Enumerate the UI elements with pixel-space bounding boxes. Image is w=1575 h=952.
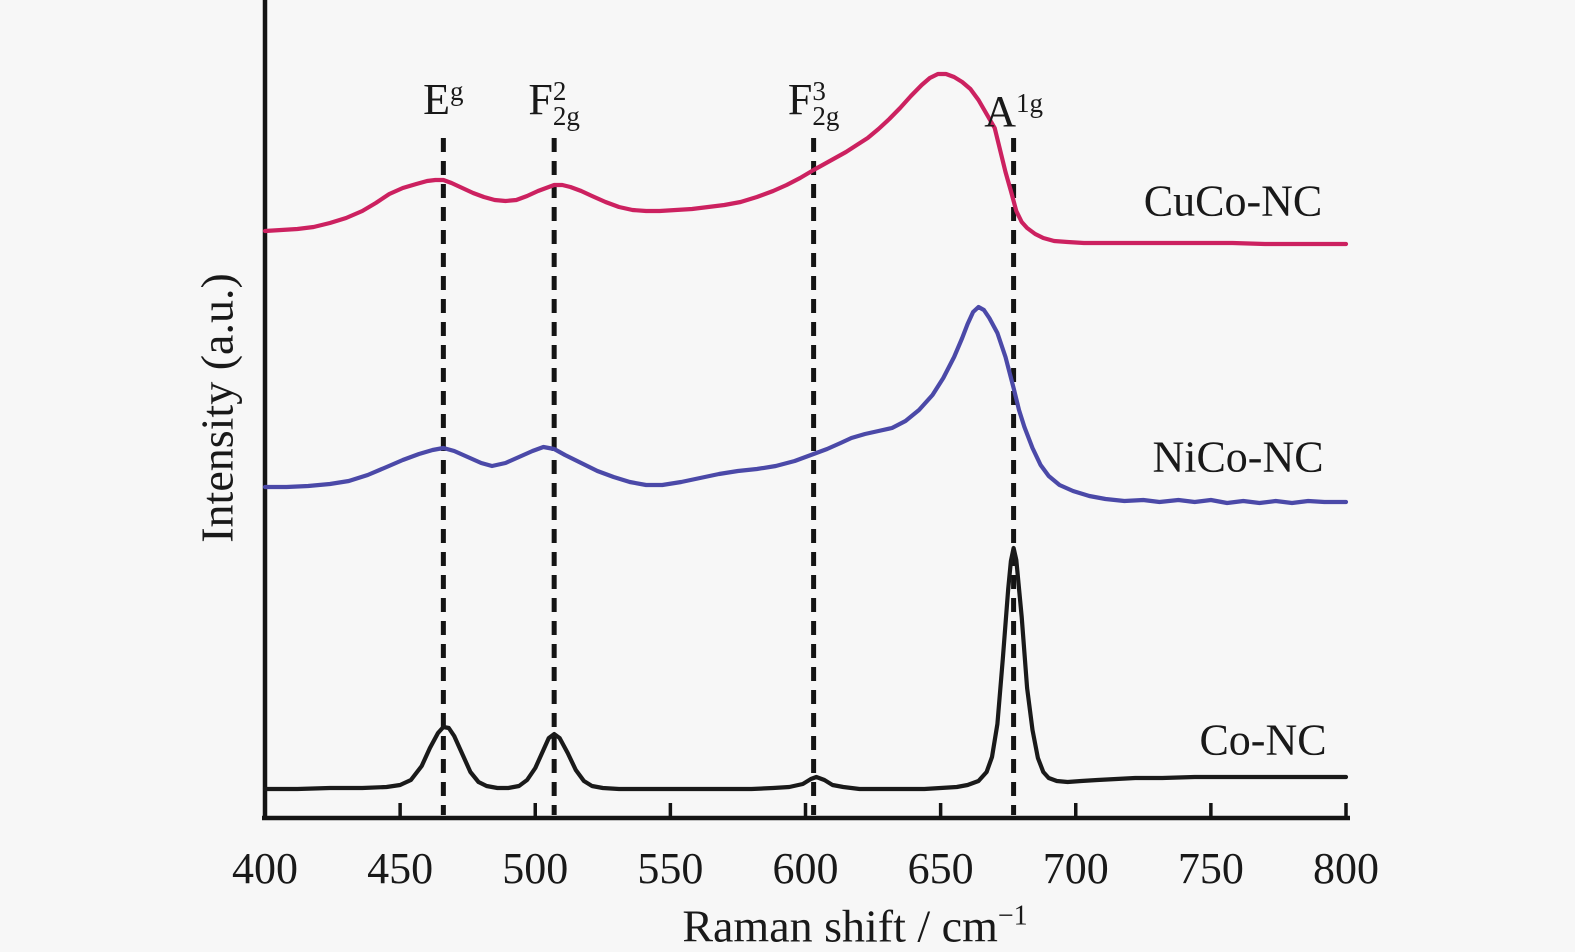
series-label-cuco-nc: CuCo-NC [1143,176,1323,226]
mode-label-sub: g [450,76,464,106]
mode-label-sup: 3 [812,76,826,106]
x-axis-title-exponent: −1 [997,900,1028,932]
x-tick-label: 750 [1177,844,1244,893]
y-axis-title: Intensity (a.u.) [191,273,243,543]
x-tick-label: 550 [637,844,704,893]
x-tick-label: 650 [907,844,974,893]
mode-label-base: A [984,87,1016,136]
mode-label-a1g: A 1g [984,86,1043,137]
x-tick-label: 500 [502,844,569,893]
mode-label-base: E [423,75,451,124]
mode-label-f2g-3: F 3 2g [787,74,840,131]
x-tick-label: 800 [1313,844,1379,893]
x-axis-title-text: Raman shift / cm [682,900,998,952]
mode-label-base: F [787,75,813,124]
mode-label-sub: 2g [552,101,580,131]
mode-label-sup: 2 [552,76,567,106]
mode-label-sub: 1g [1015,88,1043,118]
x-axis-title: Raman shift / cm−1 [682,900,1027,952]
x-tick-label: 700 [1042,844,1109,893]
x-tick-label: 600 [772,844,839,893]
series-label-nico-nc: NiCo-NC [1152,432,1324,482]
mode-label-base: F [528,75,553,124]
mode-label-f2g-2: F 2 2g [528,74,580,131]
x-tick-label: 450 [367,844,434,893]
series-label-co-nc: Co-NC [1199,715,1327,765]
x-tick-label: 400 [232,844,298,893]
mode-label-sub: 2g [812,101,840,131]
